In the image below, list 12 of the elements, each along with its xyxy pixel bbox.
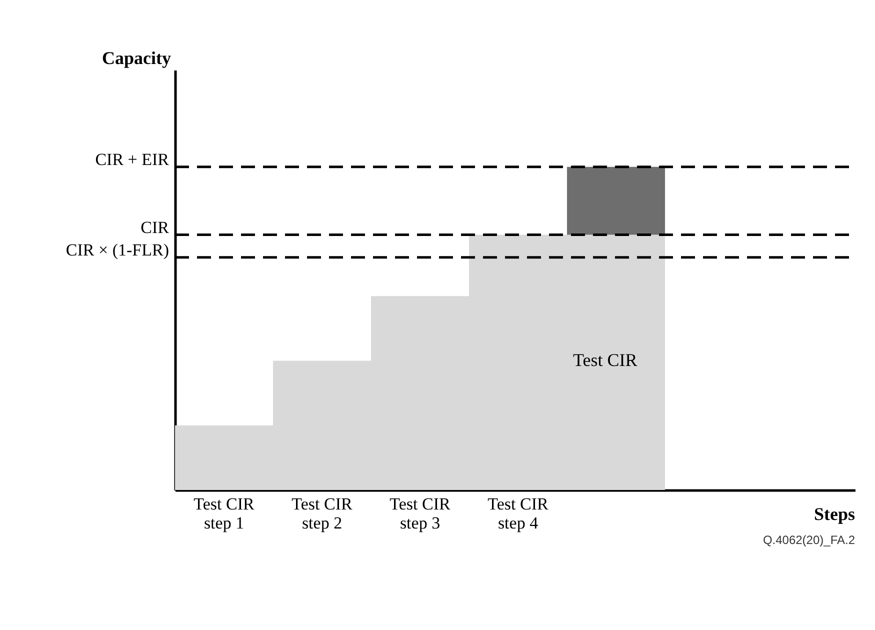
- x-tick-label: Test CIR step 2: [292, 494, 353, 532]
- text: Q.4062(20)_FA.2: [762, 533, 856, 547]
- annotation: Test CIR: [573, 350, 638, 370]
- x-tick-label: Test CIR step 1: [194, 494, 255, 532]
- x-tick-label: Test CIR step 3: [390, 494, 451, 532]
- text: Steps: [814, 504, 855, 524]
- x-tick-label: Test CIR step 4: [488, 494, 549, 532]
- ref-line-label: CIR: [140, 218, 170, 237]
- ref-line-label: CIR + EIR: [95, 150, 170, 169]
- ref-line-label: CIR × (1-FLR): [66, 240, 169, 260]
- bar: [567, 166, 665, 235]
- text: Capacity: [102, 48, 171, 68]
